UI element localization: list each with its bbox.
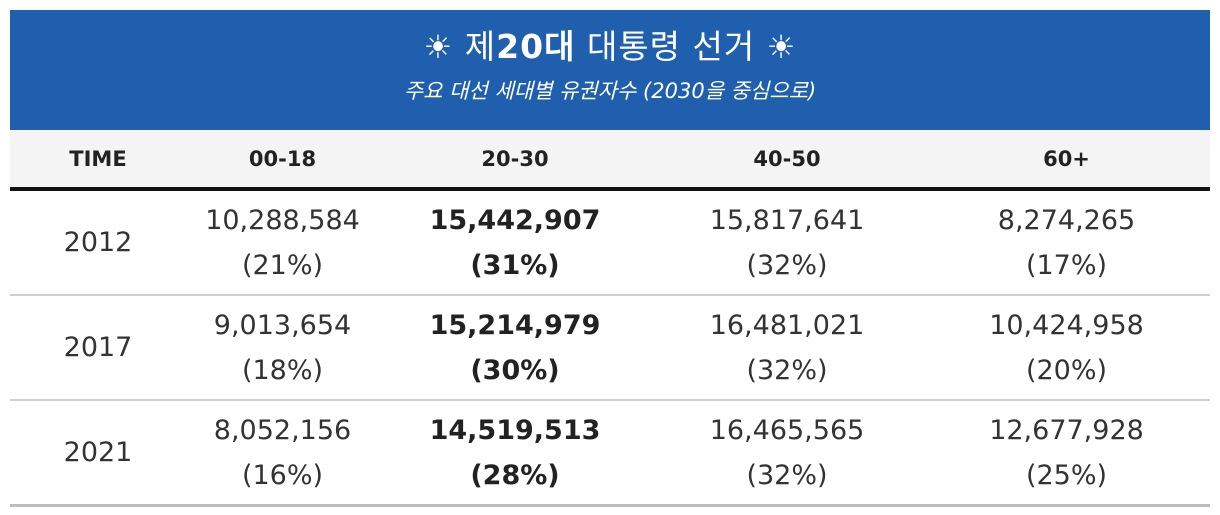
column-header-60-plus: 60+ [1043,146,1090,171]
voter-share: (28%) [470,459,560,491]
voter-share: (20%) [1025,354,1108,386]
year-cell: 2012 [63,227,133,258]
title-prefix: 제 [464,27,497,66]
column-header-20-30: 20-30 [481,146,549,171]
title-suffix: 대통령 선거 [586,27,756,66]
value-cell-20-30: 15,442,907 (31%) [379,198,651,288]
election-table-card: ☀ 제20대 대통령 선거 ☀ 주요 대선 세대별 유권자수 (2030을 중심… [10,10,1210,507]
voter-share: (17%) [1025,249,1108,281]
voter-count: 15,214,979 [429,309,601,341]
title-number: 20대 [496,27,576,66]
voter-count: 8,052,156 [213,414,352,446]
title-banner: ☀ 제20대 대통령 선거 ☀ 주요 대선 세대별 유권자수 (2030을 중심… [10,10,1210,130]
column-header-00-18: 00-18 [248,146,317,171]
value-cell-60-plus: 10,424,958 (20%) [923,303,1210,393]
sun-icon: ☀ [423,28,454,66]
column-header-time: TIME [69,146,127,171]
value-cell-40-50: 16,481,021 (32%) [651,303,923,393]
value-cell-20-30: 15,214,979 (30%) [379,303,651,393]
voter-count: 14,519,513 [429,414,601,446]
voter-count: 16,465,565 [709,414,865,446]
voter-share: (16%) [241,459,324,491]
value-cell-20-30: 14,519,513 (28%) [379,408,651,498]
voter-share: (25%) [1025,459,1108,491]
table-header-row: TIME 00-18 20-30 40-50 60+ [10,130,1210,191]
value-cell-40-50: 15,817,641 (32%) [651,198,923,288]
voter-share: (32%) [746,249,828,281]
voter-count: 10,424,958 [989,309,1144,341]
column-header-40-50: 40-50 [753,146,821,171]
voter-share: (18%) [241,354,324,386]
voter-count: 16,481,021 [709,309,865,341]
value-cell-40-50: 16,465,565 (32%) [651,408,923,498]
subtitle: 주요 대선 세대별 유권자수 (2030을 중심으로) [403,79,817,103]
year-cell: 2021 [63,437,133,468]
value-cell-00-18: 10,288,584 (21%) [186,198,379,288]
voter-count: 12,677,928 [989,414,1144,446]
year-cell: 2017 [63,332,133,363]
voter-count: 15,817,641 [709,204,865,236]
page-title: ☀ 제20대 대통령 선거 ☀ [10,24,1210,70]
value-cell-00-18: 8,052,156 (16%) [186,408,379,498]
voter-share: (32%) [746,354,828,386]
voter-share: (31%) [470,249,560,281]
table-row: 2017 9,013,654 (18%) 15,214,979 (30%) 16… [10,296,1210,401]
voter-count: 15,442,907 [429,204,601,236]
value-cell-60-plus: 12,677,928 (25%) [923,408,1210,498]
voter-share: (32%) [746,459,828,491]
sun-icon: ☀ [766,28,797,66]
voter-count: 8,274,265 [997,204,1136,236]
voter-count: 9,013,654 [213,309,352,341]
table-row: 2021 8,052,156 (16%) 14,519,513 (28%) 16… [10,401,1210,507]
voter-count: 10,288,584 [205,204,360,236]
value-cell-60-plus: 8,274,265 (17%) [923,198,1210,288]
value-cell-00-18: 9,013,654 (18%) [186,303,379,393]
voter-share: (21%) [241,249,324,281]
table-row: 2012 10,288,584 (21%) 15,442,907 (31%) 1… [10,191,1210,296]
voter-share: (30%) [470,354,560,386]
